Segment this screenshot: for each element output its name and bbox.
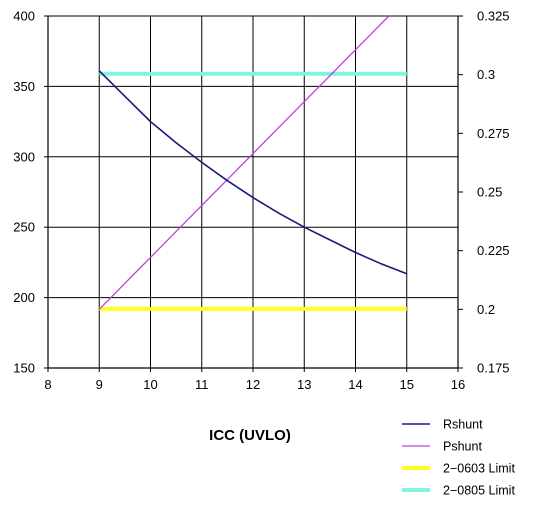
y-right-tick-label: 0.2 xyxy=(477,302,495,317)
x-tick-label: 15 xyxy=(400,377,414,392)
legend-label: 2−0805 Limit xyxy=(443,484,515,498)
x-tick-label: 10 xyxy=(143,377,157,392)
legend: Rshunt Pshunt 2−0603 Limit 2−0805 Limit xyxy=(402,418,515,498)
y-right-tick-label: 0.25 xyxy=(477,185,502,200)
series-line-rshunt xyxy=(98,70,408,275)
axes xyxy=(44,15,463,372)
y-left-tick-label: 300 xyxy=(13,149,35,164)
y-right-tick-label: 0.175 xyxy=(477,361,510,376)
y-right-tick-label: 0.325 xyxy=(477,9,510,24)
x-axis-label: ICC (UVLO) xyxy=(209,427,291,444)
y-left-tick-label: 350 xyxy=(13,79,35,94)
x-tick-label: 12 xyxy=(246,377,260,392)
y-left-tick-label: 400 xyxy=(13,9,35,24)
x-tick-label: 16 xyxy=(451,377,465,392)
y-left-tick-label: 250 xyxy=(13,220,35,235)
y-right-tick-label: 0.225 xyxy=(477,243,510,258)
legend-label: Pshunt xyxy=(443,440,482,454)
y-right-tick-label: 0.3 xyxy=(477,67,495,82)
series-line-pshunt xyxy=(98,15,390,310)
tick-labels: 8 9 10 11 12 13 14 15 16 150 200 250 300 350 400 0.175 0… xyxy=(13,9,509,393)
grid xyxy=(47,15,459,369)
x-tick-label: 11 xyxy=(195,377,209,392)
legend-label: 2−0603 Limit xyxy=(443,462,515,476)
y-left-tick-label: 150 xyxy=(13,361,35,376)
x-tick-label: 9 xyxy=(96,377,103,392)
x-tick-label: 13 xyxy=(297,377,311,392)
series-layer xyxy=(98,15,408,311)
x-tick-label: 8 xyxy=(44,377,51,392)
legend-label: Rshunt xyxy=(443,418,483,432)
x-tick-label: 14 xyxy=(348,377,362,392)
y-right-tick-label: 0.275 xyxy=(477,126,510,141)
y-left-tick-label: 200 xyxy=(13,290,35,305)
